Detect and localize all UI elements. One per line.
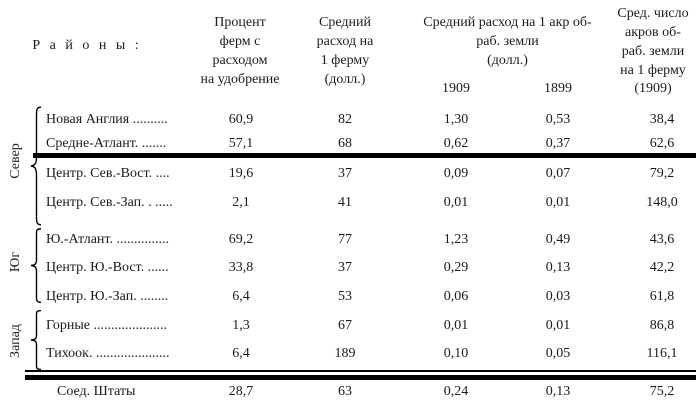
region-label: Тихоок. ..................... xyxy=(46,346,170,361)
per-acre-1909-value: 0,01 xyxy=(443,318,469,333)
percent-farms-value: 2,1 xyxy=(232,195,250,210)
avg-per-farm-value: 53 xyxy=(338,289,352,304)
region-label: Центр. Ю.-Зап. ........ xyxy=(46,289,169,304)
acres-per-farm-value: 43,6 xyxy=(649,232,675,247)
subheader-year-1899: 1899 xyxy=(544,81,572,96)
table-row: Тихоок. ..................... 6,4 189 0,… xyxy=(0,344,696,363)
per-acre-1909-value: 0,01 xyxy=(443,195,469,210)
percent-farms-value: 6,4 xyxy=(232,346,250,361)
avg-per-farm-value: 77 xyxy=(338,232,352,247)
per-acre-1899-value: 0,49 xyxy=(545,232,571,247)
per-acre-1909-value: 0,24 xyxy=(443,384,469,399)
total-row-label: Соед. Штаты xyxy=(57,384,136,399)
per-acre-1909-value: 1,23 xyxy=(443,232,469,247)
region-label: Ю.-Атлант. ............... xyxy=(46,232,169,247)
per-acre-1909-value: 0,09 xyxy=(443,166,469,181)
avg-expense-per-acre-group-header: Средний расход на 1 акр об- раб. земли (… xyxy=(423,15,592,68)
percent-farms-value: 33,8 xyxy=(228,260,254,275)
regions-column-header: Р а й о н ы : xyxy=(32,38,142,53)
total-row: Соед. Штаты 28,7 63 0,24 0,13 75,2 xyxy=(0,382,696,401)
region-label: Средне-Атлант. ....... xyxy=(46,136,167,151)
avg-per-farm-value: 82 xyxy=(338,112,352,127)
percent-farms-value: 1,3 xyxy=(232,318,250,333)
avg-per-farm-value: 37 xyxy=(338,166,352,181)
thick-divider-rule xyxy=(33,153,696,158)
acres-per-farm-value: 38,4 xyxy=(649,112,675,127)
region-label: Центр. Сев.-Зап. . ..... xyxy=(46,195,173,210)
per-acre-1909-value: 0,62 xyxy=(443,136,469,151)
region-label: Центр. Сев.-Вост. .... xyxy=(46,166,170,181)
per-acre-1899-value: 0,03 xyxy=(545,289,571,304)
per-acre-1899-value: 0,05 xyxy=(545,346,571,361)
per-acre-1899-value: 0,07 xyxy=(545,166,571,181)
acres-per-farm-column-header: Сред. число акров об- раб. земли на 1 фе… xyxy=(617,6,689,78)
avg-per-farm-value: 41 xyxy=(338,195,352,210)
avg-per-farm-value: 68 xyxy=(338,136,352,151)
region-label: Горные ..................... xyxy=(46,318,167,333)
table-row: Ю.-Атлант. ............... 69,2 77 1,23 … xyxy=(0,230,696,249)
per-acre-1909-value: 0,10 xyxy=(443,346,469,361)
per-acre-1899-value: 0,53 xyxy=(545,112,571,127)
per-acre-1899-value: 0,13 xyxy=(545,384,571,399)
north-group-brace xyxy=(28,106,44,226)
per-acre-1909-value: 0,29 xyxy=(443,260,469,275)
acres-per-farm-value: 86,8 xyxy=(649,318,675,333)
table-row: Новая Англия .......... 60,9 82 1,30 0,5… xyxy=(0,110,696,129)
acres-per-farm-value: 42,2 xyxy=(649,260,675,275)
table-row: Горные ..................... 1,3 67 0,01… xyxy=(0,316,696,335)
percent-farms-value: 28,7 xyxy=(228,384,254,399)
per-acre-1899-value: 0,01 xyxy=(545,195,571,210)
per-acre-1899-value: 0,37 xyxy=(545,136,571,151)
double-rule-thick-line xyxy=(25,375,696,380)
avg-per-farm-value: 189 xyxy=(334,346,356,361)
percent-farms-value: 69,2 xyxy=(228,232,254,247)
percent-farms-value: 60,9 xyxy=(228,112,254,127)
west-group-brace xyxy=(28,310,44,370)
subheader-year-1909: 1909 xyxy=(442,81,470,96)
acres-per-farm-value: 116,1 xyxy=(646,346,678,361)
region-label: Центр. Ю.-Вост. ...... xyxy=(46,260,169,275)
acres-per-farm-value: 79,2 xyxy=(649,166,675,181)
table-row: Центр. Сев.-Вост. .... 19,6 37 0,09 0,07… xyxy=(0,164,696,183)
percent-farms-column-header: Процент ферм с расходом на удобрение xyxy=(200,15,280,87)
percent-farms-value: 57,1 xyxy=(228,136,254,151)
per-acre-1899-value: 0,13 xyxy=(545,260,571,275)
avg-per-farm-value: 67 xyxy=(338,318,352,333)
percent-farms-value: 19,6 xyxy=(228,166,254,181)
double-rule-thin-line xyxy=(25,370,696,372)
acres-per-farm-year-subheader: (1909) xyxy=(634,81,672,96)
acres-per-farm-value: 62,6 xyxy=(649,136,675,151)
per-acre-1899-value: 0,01 xyxy=(545,318,571,333)
region-label: Новая Англия .......... xyxy=(46,112,168,127)
acres-per-farm-value: 61,8 xyxy=(649,289,675,304)
per-acre-1909-value: 1,30 xyxy=(443,112,469,127)
per-acre-1909-value: 0,06 xyxy=(443,289,469,304)
south-group-brace xyxy=(28,228,44,303)
table-row: Центр. Ю.-Зап. ........ 6,4 53 0,06 0,03… xyxy=(0,287,696,306)
avg-expense-per-farm-column-header: Средний расход на 1 ферму (долл.) xyxy=(316,15,374,87)
avg-per-farm-value: 63 xyxy=(338,384,352,399)
acres-per-farm-value: 148,0 xyxy=(646,195,678,210)
table-row: Центр. Сев.-Зап. . ..... 2,1 41 0,01 0,0… xyxy=(0,193,696,212)
table-row: Центр. Ю.-Вост. ...... 33,8 37 0,29 0,13… xyxy=(0,258,696,277)
avg-per-farm-value: 37 xyxy=(338,260,352,275)
table-row: Средне-Атлант. ....... 57,1 68 0,62 0,37… xyxy=(0,134,696,153)
percent-farms-value: 6,4 xyxy=(232,289,250,304)
acres-per-farm-value: 75,2 xyxy=(649,384,675,399)
